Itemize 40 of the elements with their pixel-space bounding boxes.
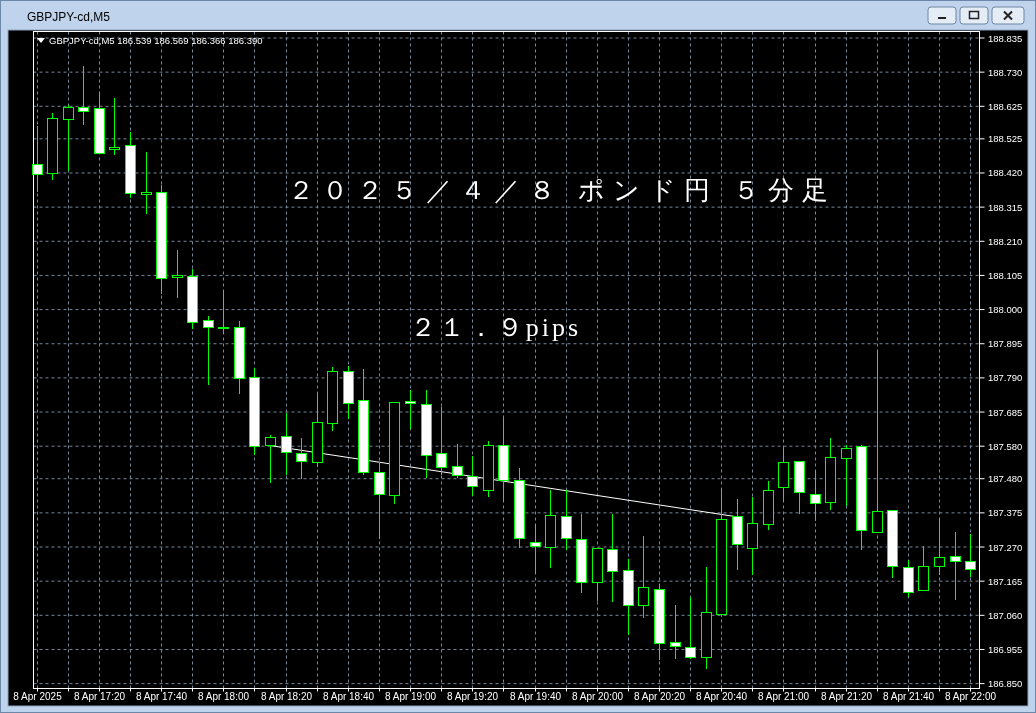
annotation: ２１．９pips (410, 313, 578, 342)
ytick-label: 187.685 (988, 406, 1023, 418)
ytick-label: 188.000 (988, 304, 1023, 316)
xtick-label: 8 Apr 20:20 (633, 691, 686, 702)
ytick-label: 188.420 (988, 167, 1023, 179)
ytick-label: 188.835 (988, 32, 1023, 44)
xtick-label: 8 Apr 17:40 (135, 691, 188, 702)
xtick-label: 8 Apr 20:40 (695, 691, 748, 702)
xtick-label: 8 Apr 18:20 (260, 691, 313, 702)
xtick-label: 8 Apr 18:00 (197, 691, 250, 702)
ytick-label: 187.060 (988, 609, 1023, 621)
ytick-label: 188.315 (988, 201, 1023, 213)
annotation: GBPJPY-cd,M5 (27, 10, 110, 24)
ytick-label: 188.105 (988, 269, 1023, 281)
annotation: GBPJPY-cd,M5 186.539 186.569 186.366 186.390 (49, 35, 263, 46)
xtick-label: 8 Apr 21:00 (757, 691, 810, 702)
title: ２０２５／４／８ ポンド円 ５分足 (288, 175, 828, 205)
ytick-label: 187.895 (988, 338, 1023, 350)
xtick-label: 8 Apr 19:40 (509, 691, 562, 702)
ytick-label: 188.525 (988, 133, 1023, 145)
ytick-label: 186.850 (988, 678, 1023, 690)
xtick-label: 8 Apr 20:00 (571, 691, 624, 702)
ytick-label: 187.790 (988, 372, 1023, 384)
ytick-label: 187.270 (988, 541, 1023, 553)
ytick-label: 188.625 (988, 100, 1023, 112)
ytick-label: 186.955 (988, 643, 1023, 655)
xtick-label: 8 Apr 19:00 (384, 691, 437, 702)
xtick-label: 8 Apr 21:40 (882, 691, 935, 702)
xtick-label: 8 Apr 19:20 (446, 691, 499, 702)
xtick-label: 8 Apr 17:20 (73, 691, 126, 702)
ytick-label: 187.480 (988, 473, 1023, 485)
ytick-label: 187.165 (988, 575, 1023, 587)
ytick-label: 187.375 (988, 507, 1023, 519)
ytick-label: 188.730 (988, 66, 1023, 78)
xtick-label: 8 Apr 18:40 (322, 691, 375, 702)
xtick-label: 8 Apr 21:20 (820, 691, 873, 702)
xtick-label: 8 Apr 22:00 (944, 691, 997, 702)
ytick-label: 188.210 (988, 235, 1023, 247)
ytick-label: 187.580 (988, 440, 1023, 452)
xtick-label: 8 Apr 2025 (13, 691, 62, 702)
